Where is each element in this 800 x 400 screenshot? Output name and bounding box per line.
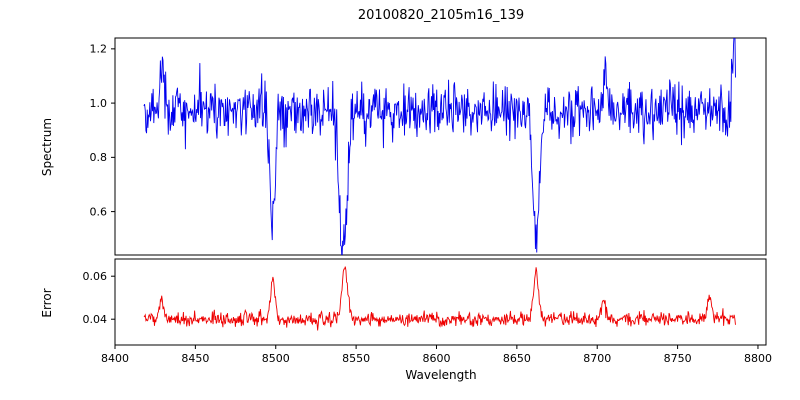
- y-axis-label-spectrum: Spectrum: [40, 117, 54, 177]
- x-axis-label: Wavelength: [405, 368, 477, 382]
- spectrum-ytick-label: 0.8: [90, 151, 108, 164]
- xtick-label: 8650: [503, 352, 531, 365]
- error-line: [143, 266, 736, 331]
- chart-title: 20100820_2105m16_139: [357, 8, 525, 23]
- xtick-label: 8400: [101, 352, 129, 365]
- xtick-label: 8550: [342, 352, 370, 365]
- xtick-label: 8700: [583, 352, 611, 365]
- xtick-label: 8750: [664, 352, 692, 365]
- spectrum-line: [143, 38, 736, 255]
- xtick-label: 8450: [181, 352, 209, 365]
- spectrum-ytick-label: 1.0: [90, 97, 108, 110]
- spectrum-plot-frame: [114, 37, 767, 256]
- spectrum-ytick-label: 1.2: [90, 43, 108, 56]
- error-ytick-label: 0.04: [83, 313, 108, 326]
- error-plot-frame: [114, 258, 767, 346]
- xtick-label: 8500: [262, 352, 290, 365]
- error-ytick-label: 0.06: [83, 270, 108, 283]
- xtick-label: 8800: [744, 352, 772, 365]
- y-axis-label-error: Error: [40, 288, 54, 318]
- spectrum-ytick-label: 0.6: [90, 205, 108, 218]
- xtick-label: 8600: [422, 352, 450, 365]
